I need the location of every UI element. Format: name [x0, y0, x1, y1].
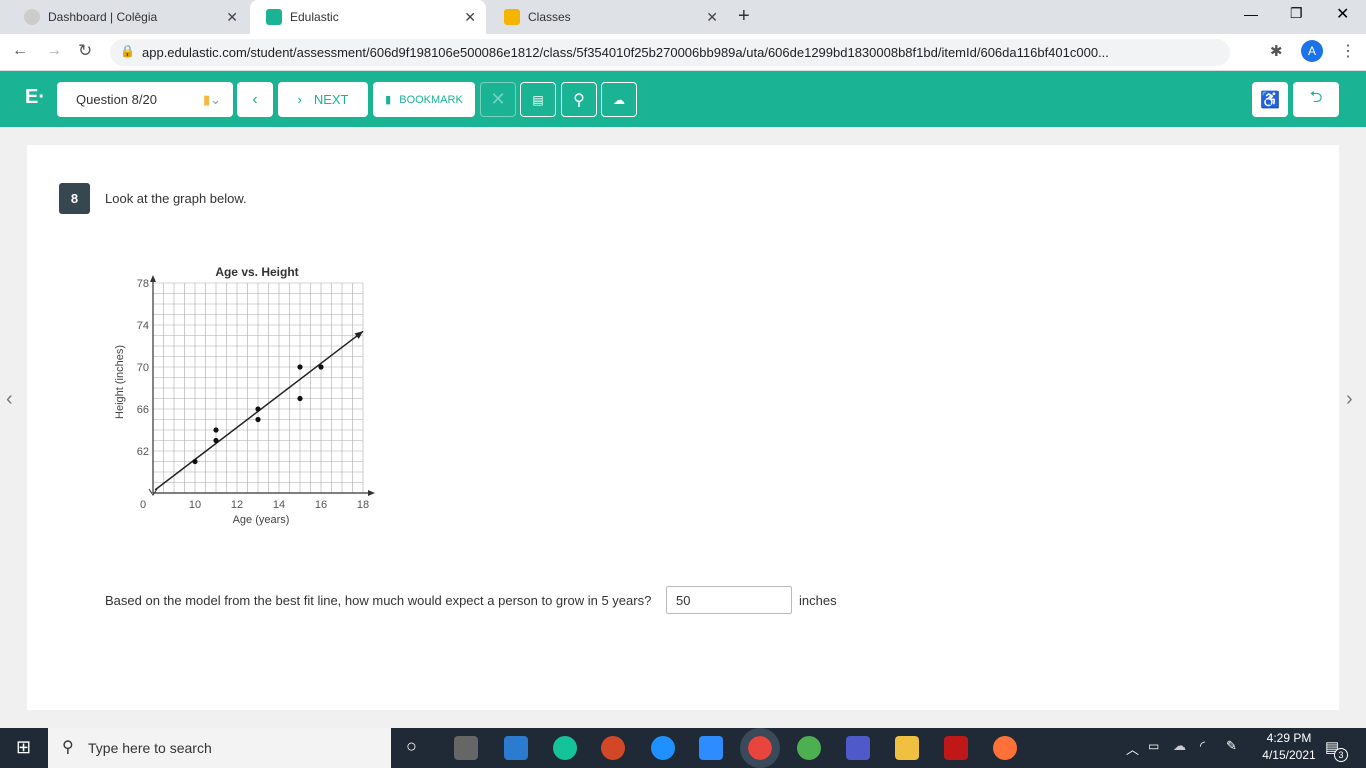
x-tick-label: 16 — [315, 499, 327, 511]
y-axis-label: Height (inches) — [114, 345, 126, 419]
question-select[interactable]: Question 8/20 ▮⌄ — [57, 82, 233, 117]
x-tick-label: 14 — [273, 499, 285, 511]
prev-question-arrow[interactable]: ‹ — [6, 388, 13, 410]
next-button[interactable]: › NEXT — [278, 82, 368, 117]
x-tick-label: 12 — [231, 499, 243, 511]
firefox-icon[interactable] — [993, 736, 1017, 760]
bookmark-chevron-icon: ▮⌄ — [202, 92, 221, 107]
x-axis-arrow — [368, 490, 375, 496]
show-hidden-icons[interactable]: ︿ — [1126, 742, 1140, 757]
axis-break-mark — [148, 488, 158, 496]
close-window-button[interactable]: ✕ — [1336, 6, 1350, 23]
exit-button[interactable]: ⮌ — [1293, 82, 1339, 117]
question-prompt: Look at the graph below. — [105, 191, 247, 206]
back-icon[interactable]: ← — [12, 42, 28, 59]
close-tab-icon[interactable]: ✕ — [464, 8, 476, 25]
calculator-icon[interactable] — [504, 736, 528, 760]
teams-icon[interactable] — [846, 736, 870, 760]
windows-start-icon[interactable]: ⊞ — [16, 737, 32, 757]
task-view-icon[interactable] — [454, 736, 478, 760]
lock-icon: 🔒 — [120, 44, 135, 58]
tab-edulastic[interactable]: Edulastic ✕ — [250, 0, 486, 34]
best-fit-arrowhead — [354, 331, 363, 339]
data-point — [213, 427, 219, 433]
cortana-icon[interactable]: ○ — [406, 736, 417, 756]
question-panel: 8 Look at the graph below. Based on the … — [27, 145, 1339, 710]
notification-count: 3 — [1334, 748, 1348, 762]
bookmark-button[interactable]: ▮ BOOKMARK — [373, 82, 475, 117]
mcafee-icon[interactable] — [944, 736, 968, 760]
forward-icon[interactable]: → — [46, 42, 62, 59]
magnifier-button[interactable]: ⚲ — [561, 82, 597, 117]
accessibility-button[interactable]: ♿ — [1252, 82, 1288, 117]
file-explorer-icon[interactable] — [895, 736, 919, 760]
data-point — [255, 416, 261, 423]
pen-icon[interactable]: ✎ — [1226, 738, 1237, 753]
previous-button[interactable]: ‹ — [237, 82, 273, 117]
extensions-icon[interactable]: ✱ — [1270, 43, 1283, 60]
chrome-icon[interactable] — [797, 736, 821, 760]
assessment-toolbar: E· Question 8/20 ▮⌄ ‹ › NEXT ▮ BOOKMARK ✕ ▤… — [0, 71, 1366, 127]
data-point — [192, 458, 198, 465]
unit-label: inches — [799, 593, 837, 608]
profile-avatar[interactable]: A — [1301, 40, 1323, 62]
x-tick-label: 0 — [140, 499, 146, 511]
battery-icon[interactable]: ▭ — [1148, 739, 1160, 753]
internet-explorer-icon[interactable] — [651, 736, 675, 760]
clock-time[interactable]: 4:29 PM — [1266, 731, 1312, 745]
y-tick-label: 66 — [137, 404, 149, 416]
close-tab-icon[interactable]: ✕ — [706, 8, 718, 25]
search-icon: ⚲ — [62, 739, 74, 756]
question-text: Based on the model from the best fit lin… — [105, 593, 652, 608]
answer-input[interactable]: 50 — [666, 586, 792, 614]
maximize-button[interactable]: ❐ — [1290, 5, 1303, 21]
y-tick-label: 74 — [137, 320, 149, 332]
next-question-arrow[interactable]: › — [1346, 388, 1353, 410]
x-axis-label: Age (years) — [233, 514, 290, 526]
y-tick-label: 70 — [137, 362, 149, 374]
address-bar-row: ← → ↻ 🔒 app.edulastic.com/student/assessm… — [0, 34, 1366, 71]
x-tick-label: 10 — [189, 499, 201, 511]
minimize-button[interactable]: — — [1244, 6, 1258, 22]
onedrive-icon[interactable]: ☁ — [1173, 738, 1186, 753]
bookmark-icon: ▮ — [385, 94, 392, 106]
upload-button[interactable]: ☁ — [601, 82, 637, 117]
wifi-icon[interactable]: ◜ — [1200, 738, 1206, 753]
chart-title: Age vs. Height — [215, 265, 298, 279]
edulastic-logo: E· — [25, 86, 45, 108]
crossout-button[interactable]: ✕ — [480, 82, 516, 117]
data-point — [297, 395, 303, 402]
classroom-favicon-icon — [504, 9, 520, 25]
close-tab-icon[interactable]: ✕ — [226, 8, 238, 25]
x-tick-label: 18 — [357, 499, 369, 511]
chevron-right-icon: › — [297, 92, 302, 107]
reload-icon[interactable]: ↻ — [78, 41, 93, 60]
url-input[interactable]: 🔒 app.edulastic.com/student/assessment/60… — [110, 39, 1230, 66]
data-point — [318, 364, 324, 370]
menu-icon[interactable]: ⋮ — [1340, 43, 1356, 60]
tab-classes[interactable]: Classes ✕ — [488, 0, 728, 34]
data-point — [297, 364, 303, 370]
chrome-active-icon[interactable] — [740, 728, 780, 768]
edulastic-favicon-icon — [266, 9, 282, 25]
clock-date[interactable]: 4/15/2021 — [1262, 748, 1316, 762]
powerpoint-icon[interactable] — [601, 736, 625, 760]
scratchpad-button[interactable]: ▤ — [520, 82, 556, 117]
y-axis-arrow — [150, 275, 156, 282]
taskbar-search[interactable]: ⚲ Type here to search — [48, 728, 391, 768]
question-number-badge: 8 — [59, 183, 90, 214]
scatter-chart: Age vs. Height Age (years) Height (inche… — [114, 265, 375, 526]
data-point — [255, 406, 261, 412]
windows-taskbar: ⊞ ⚲ Type here to search ○ ︿ ▭ ☁ ◜ ✎ 4:29 … — [0, 728, 1366, 768]
data-point — [213, 437, 219, 444]
browser-tab-bar: Dashboard | Colēgia ✕ Edulastic ✕ Classes ✕… — [0, 0, 1366, 34]
zoom-icon[interactable] — [699, 736, 723, 760]
tab-dashboard[interactable]: Dashboard | Colēgia ✕ — [8, 0, 248, 34]
y-tick-label: 62 — [137, 446, 149, 458]
tab-favicon-icon — [24, 9, 40, 25]
new-tab-button[interactable]: + — [738, 5, 750, 27]
grammarly-icon[interactable] — [553, 736, 577, 760]
y-tick-label: 78 — [137, 278, 149, 290]
